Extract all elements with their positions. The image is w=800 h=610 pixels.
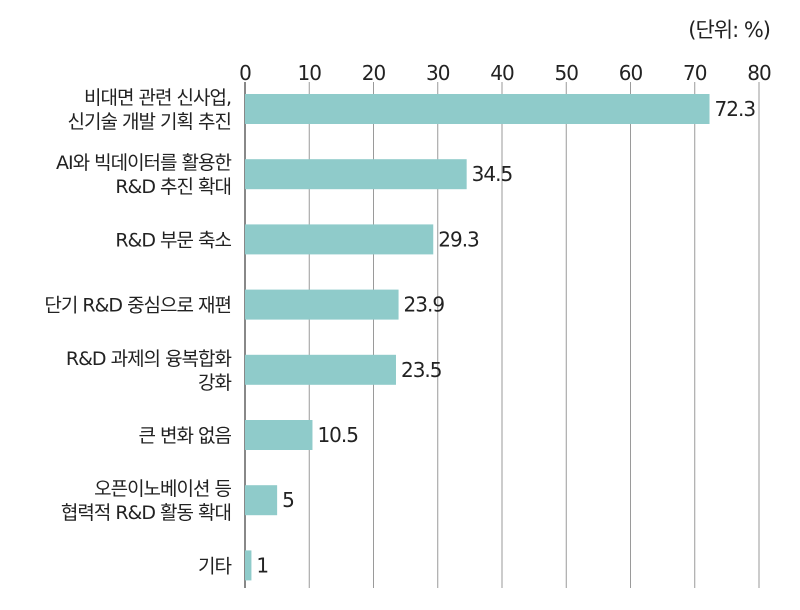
x-tick-label: 0 [239,61,251,85]
category-label-line: 오픈이노베이션 등 [94,478,231,500]
category-label: R&D 과제의 융복합화 강화 [66,348,232,394]
bar [245,289,399,320]
bar-value-label: 23.5 [401,358,442,382]
bar-value-label: 72.3 [715,97,756,121]
category-label-line: 협력적 R&D 활동 확대 [61,502,231,524]
bar [245,94,710,124]
x-tick-label: 60 [619,61,643,85]
category-label-line: 큰 변화 없음 [139,425,232,447]
category-label-line: AI와 빅데이터를 활용한 [56,152,232,174]
bar [245,159,467,190]
bar [245,354,396,385]
category-label-line: R&D 과제의 융복합화 [66,348,232,370]
category-label-line: 단기 R&D 중심으로 재편 [44,295,231,317]
category-label-line: 강화 [198,372,231,394]
category-label: 단기 R&D 중심으로 재편 [44,295,231,317]
bar [245,420,313,450]
category-label-line: R&D 추진 확대 [115,176,231,198]
bar [245,485,278,516]
category-label-line: 기타 [198,555,231,577]
category-label-line: 신기술 개발 기획 추진 [68,111,231,133]
category-label: 기타 [198,555,231,577]
x-tick-label: 20 [362,61,386,85]
x-tick-label: 40 [490,61,514,85]
bar [245,224,434,255]
category-label: AI와 빅데이터를 활용한 R&D 추진 확대 [56,152,232,198]
x-tick-label: 10 [298,61,322,85]
x-tick-label: 30 [426,61,450,85]
bar [245,550,252,581]
x-tick-label: 50 [555,61,579,85]
x-tick-label: 80 [747,61,771,85]
category-label: 큰 변화 없음 [139,425,232,447]
bar-value-label: 10.5 [317,423,358,447]
category-label: 비대면 관련 신사업, 신기술 개발 기획 추진 [68,87,231,133]
category-label: 오픈이노베이션 등 협력적 R&D 활동 확대 [61,478,232,524]
bar-value-label: 1 [256,553,268,577]
x-tick-label: 70 [683,61,707,85]
category-label-line: R&D 부문 축소 [115,229,231,251]
bar-value-label: 23.9 [404,293,445,317]
category-label: R&D 부문 축소 [115,229,231,251]
bar-value-label: 29.3 [438,227,479,251]
unit-label: (단위: %) [688,18,771,42]
bar-value-label: 34.5 [472,162,513,186]
bar-value-label: 5 [282,488,294,512]
category-label-line: 비대면 관련 신사업, [84,87,231,109]
